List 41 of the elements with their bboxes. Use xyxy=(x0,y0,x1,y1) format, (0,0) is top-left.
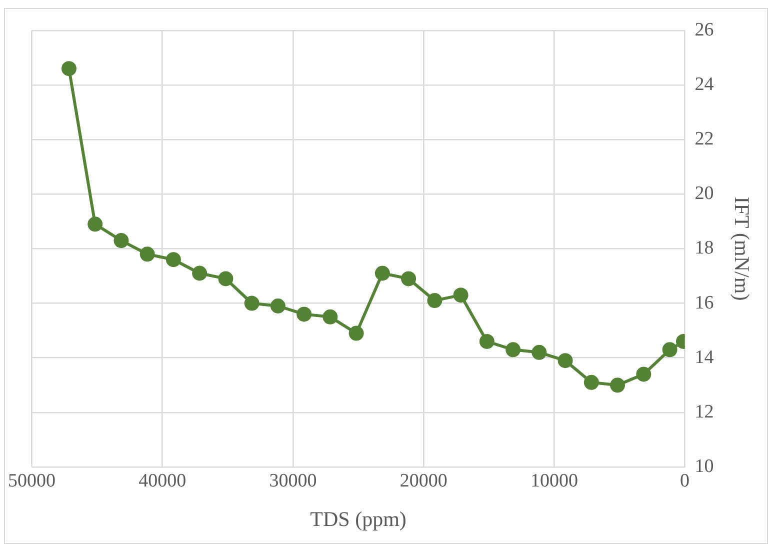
y-tick-label: 20 xyxy=(694,183,714,204)
y-tick-label: 18 xyxy=(694,238,714,259)
x-axis-title: TDS (ppm) xyxy=(310,506,406,531)
point xyxy=(114,233,129,248)
point xyxy=(244,296,260,311)
y-tick-label: 14 xyxy=(694,346,714,368)
point xyxy=(558,353,573,368)
point xyxy=(88,216,103,232)
y-tick-label: 12 xyxy=(694,401,714,422)
x-tick-label: 10000 xyxy=(530,470,578,492)
point xyxy=(348,326,364,341)
x-tick-label: 20000 xyxy=(400,470,448,492)
point xyxy=(636,366,652,382)
point xyxy=(270,298,286,314)
x-tick-label: 0 xyxy=(680,470,690,492)
y-tick-label: 10 xyxy=(694,456,714,477)
point xyxy=(374,266,390,281)
point xyxy=(532,344,547,360)
point xyxy=(140,246,155,262)
point xyxy=(296,306,312,322)
x-tick-label: 30000 xyxy=(269,470,317,492)
y-tick-label: 24 xyxy=(694,74,714,95)
point xyxy=(662,342,678,358)
point xyxy=(479,334,494,349)
point xyxy=(453,288,468,303)
point xyxy=(322,309,338,324)
x-tick-label: 40000 xyxy=(138,470,186,492)
point xyxy=(218,271,234,286)
point xyxy=(506,342,521,358)
x-tick-label: 50000 xyxy=(8,470,56,492)
point xyxy=(427,293,442,308)
y-axis-title: IFT (mN/m) xyxy=(730,196,754,301)
point xyxy=(610,378,626,393)
y-tick-label: 22 xyxy=(694,128,714,150)
y-tick-label: 16 xyxy=(694,292,714,314)
point xyxy=(61,61,76,76)
point xyxy=(166,252,181,268)
point xyxy=(584,374,599,390)
y-tick-label: 26 xyxy=(694,19,714,40)
point xyxy=(192,266,208,281)
point xyxy=(401,271,416,286)
